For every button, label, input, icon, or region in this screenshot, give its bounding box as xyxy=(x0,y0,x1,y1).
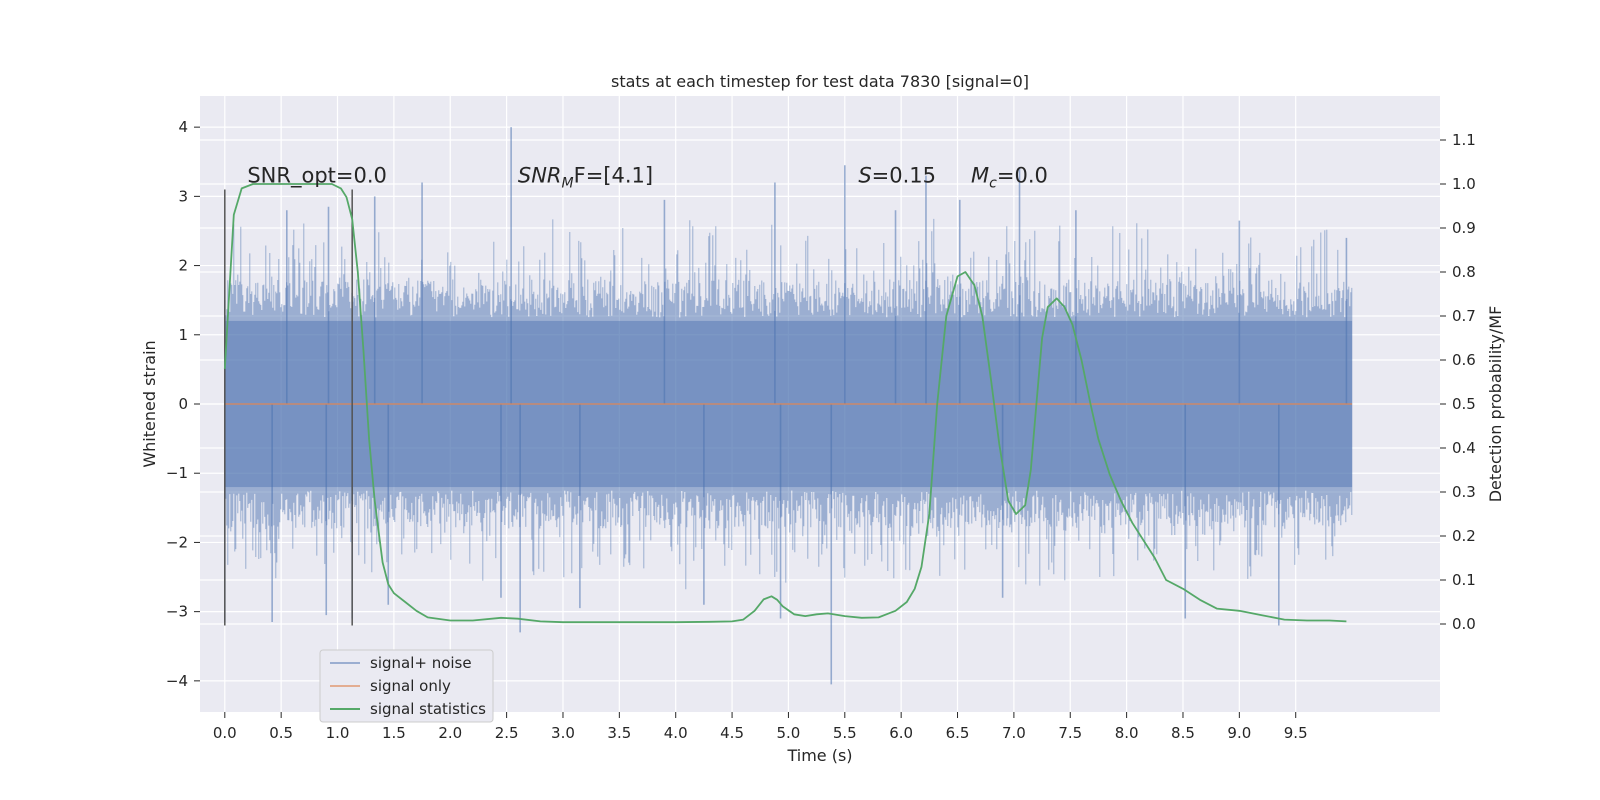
y-left-tick-label: −4 xyxy=(166,672,188,690)
marker-lines xyxy=(224,189,353,626)
annotation: SNR_opt=0.0 xyxy=(247,164,387,189)
x-tick-label: 0.5 xyxy=(269,724,293,742)
y-right-tick-label: 0.0 xyxy=(1452,615,1476,633)
x-tick-label: 1.0 xyxy=(326,724,350,742)
y-right-axis-ticks: 1.1 1.0 0.9 0.8 0.7 0.6 0.5 0.4 0.3 0.2 0.1 0.0 xyxy=(1440,131,1476,633)
x-tick-label: 7.0 xyxy=(1002,724,1026,742)
y-left-tick-label: −3 xyxy=(166,603,188,621)
x-tick-label: 6.5 xyxy=(946,724,970,742)
x-tick-label: 5.5 xyxy=(833,724,857,742)
y-right-tick-label: 1.1 xyxy=(1452,131,1476,149)
x-tick-label: 1.5 xyxy=(382,724,406,742)
x-tick-label: 3.0 xyxy=(551,724,575,742)
y-left-tick-label: −2 xyxy=(166,533,188,551)
x-axis-ticks: 0.0 0.5 1.0 1.5 2.0 2.5 3.0 3.5 4.0 4.5 5.0 5.5 6.0 6… xyxy=(213,712,1308,742)
x-tick-label: 8.0 xyxy=(1115,724,1139,742)
legend: signal+ noise signal only signal statist… xyxy=(319,649,494,723)
y-left-tick-label: 3 xyxy=(178,187,188,205)
y-left-tick-label: 4 xyxy=(178,118,188,136)
x-tick-label: 2.0 xyxy=(438,724,462,742)
stats-line xyxy=(223,183,1347,624)
chart-title: stats at each timestep for test data 783… xyxy=(611,72,1029,91)
x-tick-label: 7.5 xyxy=(1058,724,1082,742)
y-left-tick-label: 0 xyxy=(178,395,188,413)
annotation: Mc=0.0 xyxy=(971,164,1048,192)
y-right-tick-label: 0.9 xyxy=(1452,219,1476,237)
y-right-tick-label: 0.2 xyxy=(1452,527,1476,545)
y-right-tick-label: 0.3 xyxy=(1452,483,1476,501)
annotation: S=0.15 xyxy=(858,164,936,188)
annotation: SNRMF=[4.1] xyxy=(518,164,653,192)
x-tick-label: 9.5 xyxy=(1284,724,1308,742)
y-right-tick-label: 0.1 xyxy=(1452,571,1476,589)
y-right-tick-label: 1.0 xyxy=(1452,175,1476,193)
y-left-axis-title: Whitened strain xyxy=(140,340,159,467)
x-tick-label: 5.0 xyxy=(777,724,801,742)
y-left-tick-label: −1 xyxy=(166,464,188,482)
x-tick-label: 9.0 xyxy=(1227,724,1251,742)
y-right-tick-label: 0.4 xyxy=(1452,439,1476,457)
x-tick-label: 2.5 xyxy=(495,724,519,742)
series-signal-statistics xyxy=(223,183,1347,624)
y-right-tick-label: 0.8 xyxy=(1452,263,1476,281)
y-left-tick-label: 2 xyxy=(178,257,188,275)
x-tick-label: 4.5 xyxy=(720,724,744,742)
y-right-tick-label: 0.5 xyxy=(1452,395,1476,413)
x-tick-label: 4.0 xyxy=(664,724,688,742)
x-tick-label: 6.0 xyxy=(889,724,913,742)
y-right-axis-title: Detection probability/MF xyxy=(1486,306,1505,503)
x-tick-label: 3.5 xyxy=(607,724,631,742)
legend-box xyxy=(319,649,494,723)
y-left-axis-ticks: 4 3 2 1 0 −1 −2 −3 −4 xyxy=(166,118,200,690)
annotations: SNR_opt=0.0 SNRMF=[4.1] S=0.15 Mc=0.0 xyxy=(247,164,1048,192)
legend-label-signal: signal only xyxy=(370,677,451,695)
x-tick-label: 8.5 xyxy=(1171,724,1195,742)
legend-label-noise: signal+ noise xyxy=(370,654,472,672)
legend-label-stats: signal statistics xyxy=(370,700,486,718)
y-right-tick-label: 0.6 xyxy=(1452,351,1476,369)
x-axis-title: Time (s) xyxy=(786,746,852,765)
x-tick-label: 0.0 xyxy=(213,724,237,742)
y-left-tick-label: 1 xyxy=(178,326,188,344)
y-right-tick-label: 0.7 xyxy=(1452,307,1476,325)
